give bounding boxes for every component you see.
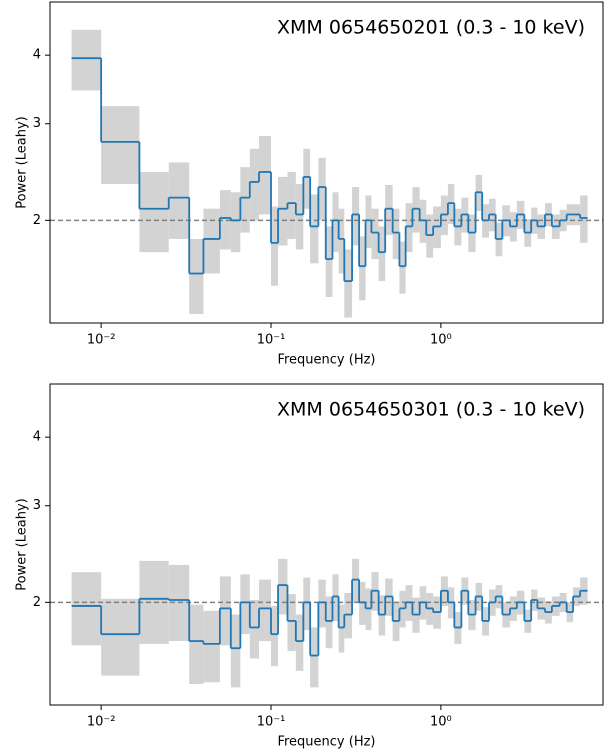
x-tick-label: 10⁰ bbox=[430, 715, 452, 730]
plot-area bbox=[50, 29, 603, 318]
y-tick-label: 2 bbox=[33, 213, 41, 228]
error-band bbox=[399, 241, 406, 294]
error-band bbox=[318, 157, 326, 221]
error-band bbox=[310, 194, 319, 264]
error-band bbox=[259, 135, 272, 215]
error-band bbox=[385, 184, 393, 236]
error-band bbox=[325, 226, 333, 297]
x-tick-label: 10⁻² bbox=[87, 715, 116, 730]
error-band bbox=[365, 195, 372, 249]
error-band bbox=[344, 249, 353, 318]
error-band bbox=[287, 171, 296, 239]
error-band bbox=[338, 604, 345, 653]
error-band bbox=[318, 579, 326, 628]
error-band bbox=[287, 594, 296, 652]
error-band bbox=[295, 183, 304, 250]
error-band bbox=[240, 574, 250, 635]
error-band bbox=[412, 187, 420, 233]
error-band bbox=[71, 29, 102, 91]
axes-frame bbox=[49, 1, 604, 324]
error-band bbox=[249, 148, 260, 221]
x-axis-label: Frequency (Hz) bbox=[277, 353, 375, 368]
error-band bbox=[580, 195, 588, 243]
error-band bbox=[203, 208, 220, 274]
error-band bbox=[71, 572, 102, 646]
y-tick-label: 3 bbox=[33, 116, 41, 131]
error-band bbox=[271, 605, 279, 667]
y-tick-label: 3 bbox=[33, 498, 41, 513]
error-band bbox=[240, 167, 250, 233]
error-band bbox=[271, 206, 279, 286]
y-tick-label: 4 bbox=[33, 48, 41, 63]
error-band bbox=[352, 558, 360, 603]
error-band bbox=[139, 171, 169, 253]
error-band bbox=[405, 203, 413, 253]
y-tick-label: 4 bbox=[33, 430, 41, 445]
error-band bbox=[338, 208, 345, 274]
error-band bbox=[168, 162, 190, 239]
error-band bbox=[101, 598, 140, 676]
error-band bbox=[101, 106, 140, 184]
error-band bbox=[303, 577, 311, 631]
error-band bbox=[392, 208, 400, 260]
error-band bbox=[203, 610, 220, 683]
error-band bbox=[230, 614, 241, 688]
error-band bbox=[359, 236, 366, 301]
error-band bbox=[295, 614, 304, 671]
panel: 10⁻² 10⁻¹ 10⁰ 2 3 4 XMM 0654650201 (0.3 - 10 k… bbox=[15, 1, 604, 368]
error-band bbox=[278, 176, 288, 246]
error-band bbox=[303, 148, 311, 209]
x-tick-label: 10⁻² bbox=[87, 333, 116, 348]
error-band bbox=[189, 604, 204, 684]
error-band bbox=[332, 574, 339, 621]
error-band bbox=[344, 593, 353, 639]
error-band bbox=[259, 579, 272, 642]
error-band bbox=[278, 558, 288, 615]
plot-area bbox=[50, 558, 603, 688]
x-tick-label: 10⁻¹ bbox=[257, 715, 286, 730]
error-band bbox=[219, 190, 231, 250]
error-band bbox=[352, 187, 360, 246]
x-tick-label: 10⁻¹ bbox=[257, 333, 286, 348]
error-band bbox=[219, 576, 231, 646]
error-band bbox=[249, 599, 260, 659]
error-band bbox=[325, 596, 333, 649]
error-band bbox=[310, 627, 319, 688]
error-band bbox=[426, 214, 434, 258]
error-band bbox=[371, 208, 379, 260]
error-band bbox=[332, 192, 339, 253]
x-tick-label: 10⁰ bbox=[430, 333, 452, 348]
panel: 10⁻² 10⁻¹ 10⁰ 2 3 4 XMM 0654650301 (0.3 - 10 k… bbox=[15, 383, 604, 750]
y-axis-label: Power (Leahy) bbox=[15, 116, 30, 209]
chart-title: XMM 0654650201 (0.3 - 10 keV) bbox=[277, 17, 585, 39]
error-band bbox=[419, 199, 427, 243]
error-band bbox=[378, 226, 386, 282]
error-band bbox=[365, 588, 372, 631]
axes-frame bbox=[49, 383, 604, 706]
x-axis-label: Frequency (Hz) bbox=[277, 735, 375, 750]
error-band bbox=[359, 581, 366, 625]
error-band bbox=[230, 192, 241, 253]
y-tick-label: 2 bbox=[33, 595, 41, 610]
chart-title: XMM 0654650301 (0.3 - 10 keV) bbox=[277, 399, 585, 421]
y-axis-label: Power (Leahy) bbox=[15, 498, 30, 591]
error-band bbox=[189, 238, 204, 315]
error-band bbox=[433, 206, 441, 249]
